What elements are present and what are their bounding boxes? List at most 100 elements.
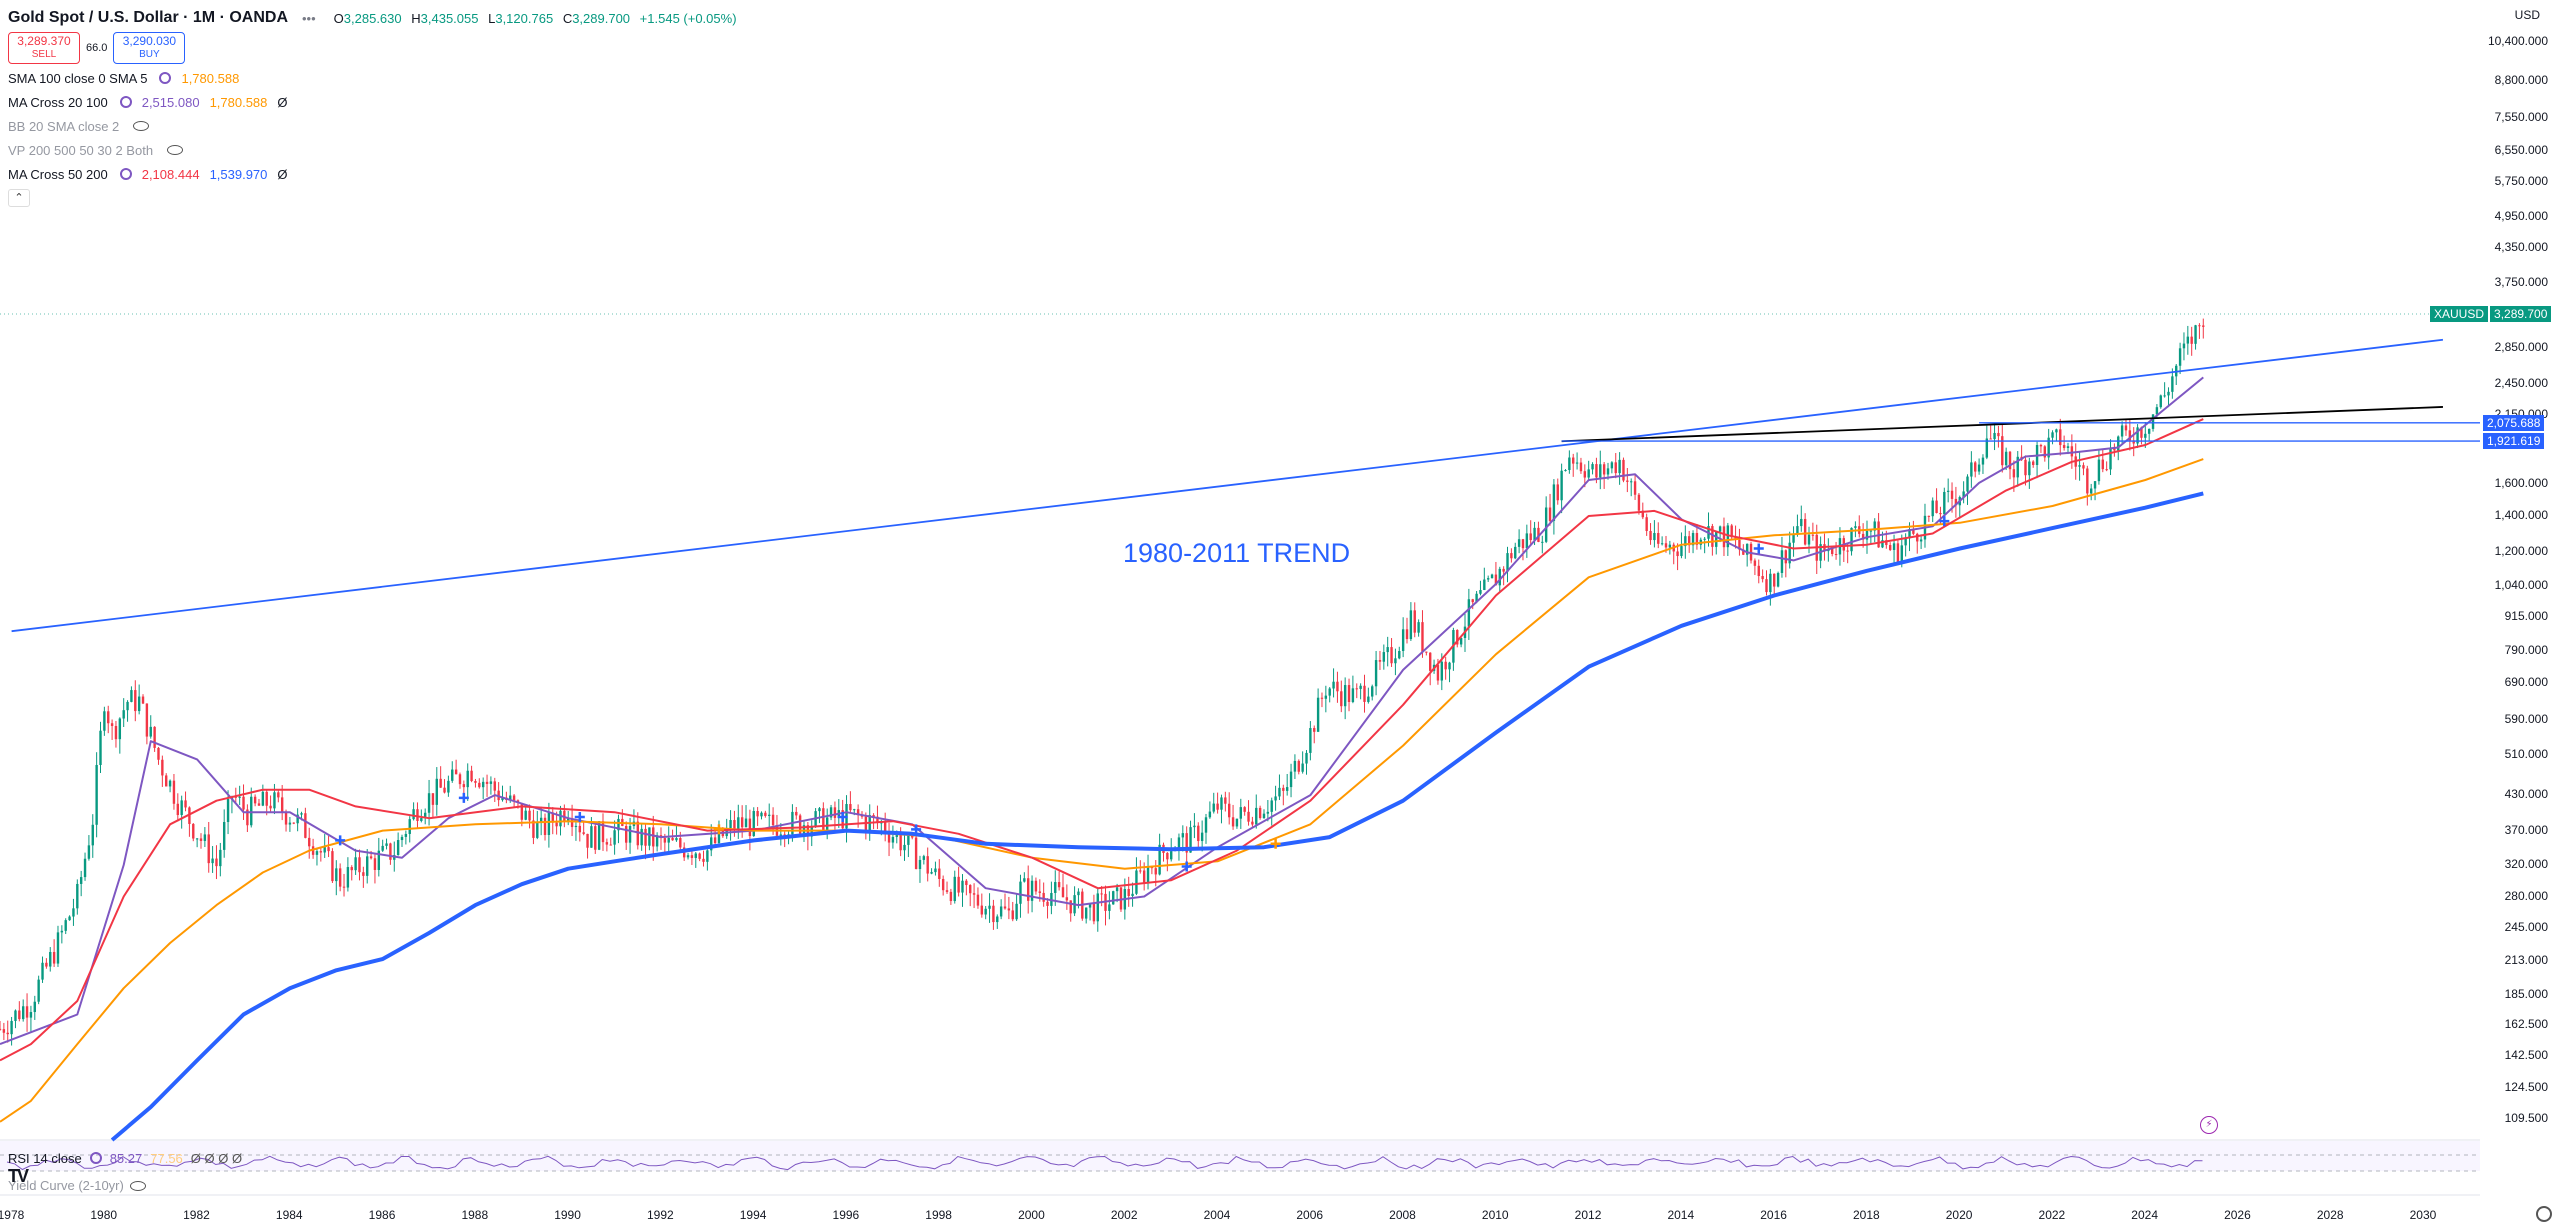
sell-button[interactable]: 3,289.370 SELL [8, 32, 80, 64]
price-tick-label[interactable]: 320.000 [2504, 856, 2548, 871]
hidden-eye-icon[interactable] [133, 121, 150, 131]
price-tick-label[interactable]: 124.500 [2504, 1080, 2548, 1095]
pane-separator [0, 1139, 2480, 1196]
time-tick-label[interactable]: 2002 [1110, 1208, 1138, 1222]
price-tick-label[interactable]: 10,400.000 [2487, 33, 2548, 48]
indicator-row[interactable]: BB 20 SMA close 2 [8, 114, 743, 138]
candle-body [165, 775, 168, 787]
price-tick-label[interactable]: 162.500 [2504, 1017, 2548, 1032]
candle-body [412, 809, 415, 820]
time-tick-label[interactable]: 2030 [2409, 1208, 2437, 1222]
candle-body [1579, 462, 1583, 472]
time-tick-label[interactable]: 2008 [1389, 1208, 1416, 1222]
time-tick-label[interactable]: 1980 [90, 1208, 118, 1222]
price-tick-label[interactable]: 245.000 [2504, 920, 2548, 935]
time-tick-label[interactable]: 1982 [183, 1208, 210, 1222]
trendlines[interactable] [0, 313, 2480, 633]
time-tick-label[interactable]: 1986 [368, 1208, 396, 1222]
candle-body [1003, 906, 1007, 909]
hidden-eye-icon[interactable] [167, 145, 184, 155]
trend-annotation[interactable]: 1980-2011 TREND [1123, 538, 1351, 568]
candle-body [829, 807, 833, 818]
price-tick-label[interactable]: 280.000 [2504, 888, 2548, 903]
settings-icon[interactable] [2536, 1206, 2552, 1222]
indicator-row[interactable]: VP 200 500 50 30 2 Both [8, 138, 743, 162]
collapse-legend-button[interactable]: ⌃ [8, 189, 30, 207]
candle-body [1119, 887, 1123, 910]
rsi-settings-icon[interactable] [89, 1152, 102, 1164]
time-tick-label[interactable]: 2022 [2038, 1208, 2066, 1222]
time-tick-label[interactable]: 2024 [2131, 1208, 2158, 1222]
more-icon[interactable]: ••• [302, 10, 316, 26]
time-tick-label[interactable]: 2026 [2224, 1208, 2251, 1222]
price-tick-label[interactable]: 4,350.000 [2494, 239, 2548, 254]
candle-body [1490, 574, 1494, 579]
yield-curve-name[interactable]: Yield Curve (2-10yr) [8, 1178, 124, 1193]
price-tick-label[interactable]: 5,750.000 [2494, 173, 2548, 188]
time-tick-label[interactable]: 2014 [1667, 1208, 1695, 1222]
time-tick-label[interactable]: 1992 [646, 1208, 674, 1222]
candle-body [555, 822, 558, 827]
candle-body [899, 834, 902, 851]
currency-label[interactable]: USD [2514, 8, 2540, 22]
time-tick-label[interactable]: 1978 [0, 1208, 25, 1222]
price-tick-label[interactable]: 510.000 [2504, 746, 2548, 761]
indicator-settings-icon[interactable] [119, 96, 132, 108]
time-tick-label[interactable]: 1994 [739, 1208, 767, 1222]
price-tick-label[interactable]: 6,550.000 [2494, 143, 2548, 158]
price-tick-label[interactable]: 370.000 [2504, 822, 2548, 837]
price-tick-label[interactable]: 590.000 [2504, 712, 2548, 727]
price-tick-label[interactable]: 1,200.000 [2494, 544, 2548, 559]
price-tick-label[interactable]: 1,600.000 [2494, 476, 2548, 491]
price-tick-label[interactable]: 4,950.000 [2494, 209, 2548, 224]
candle-body [215, 858, 218, 867]
time-tick-label[interactable]: 2028 [2316, 1208, 2344, 1222]
alert-icon[interactable]: ⚡ [2200, 1116, 2218, 1134]
indicator-settings-icon[interactable] [159, 72, 172, 84]
price-tick-label[interactable]: 109.500 [2504, 1110, 2548, 1125]
time-tick-label[interactable]: 1996 [832, 1208, 860, 1222]
price-tick-label[interactable]: 690.000 [2504, 675, 2548, 690]
price-tick-label[interactable]: 430.000 [2504, 787, 2548, 802]
price-tick-label[interactable]: 2,450.000 [2494, 375, 2548, 390]
price-tick-label[interactable]: 1,400.000 [2494, 507, 2548, 522]
rsi-name[interactable]: RSI 14 close [8, 1150, 82, 1166]
candle-body [192, 823, 195, 839]
time-tick-label[interactable]: 1990 [554, 1208, 581, 1222]
time-tick-label[interactable]: 2000 [1018, 1208, 1045, 1222]
trendline[interactable] [11, 338, 2444, 633]
candle-body [1019, 881, 1022, 904]
time-tick-label[interactable]: 1988 [461, 1208, 489, 1222]
time-tick-label[interactable]: 2016 [1760, 1208, 1787, 1222]
price-tick-label[interactable]: 3,750.000 [2494, 274, 2548, 289]
visibility-eye-icon[interactable] [129, 1180, 146, 1191]
time-tick-label[interactable]: 2018 [1852, 1208, 1880, 1222]
time-tick-label[interactable]: 2006 [1296, 1208, 1324, 1222]
candle-body [1069, 900, 1072, 914]
time-tick-label[interactable]: 1984 [275, 1208, 303, 1222]
time-tick-label[interactable]: 2012 [1574, 1208, 1602, 1222]
indicator-row[interactable]: SMA 100 close 0 SMA 5 1,780.588 [8, 66, 743, 90]
time-tick-label[interactable]: 2010 [1481, 1208, 1509, 1222]
trendline[interactable] [1561, 406, 2443, 443]
indicator-row[interactable]: MA Cross 20 100 2,515.080 1,780.588 Ø [8, 90, 743, 114]
price-tick-label[interactable]: 1,040.000 [2494, 578, 2548, 593]
price-tick-label[interactable]: 185.000 [2504, 986, 2548, 1001]
time-tick-label[interactable]: 2020 [1945, 1208, 1973, 1222]
time-tick-label[interactable]: 2004 [1203, 1208, 1231, 1222]
price-tick-label[interactable]: 790.000 [2504, 643, 2548, 658]
price-tick-label[interactable]: 142.500 [2504, 1048, 2548, 1063]
indicator-settings-icon[interactable] [119, 168, 132, 180]
indicator-row[interactable]: MA Cross 50 200 2,108.444 1,539.970 Ø [8, 162, 743, 186]
candle-body [996, 916, 999, 923]
buy-button[interactable]: 3,290.030 BUY [113, 32, 186, 64]
price-tick-label[interactable]: 915.000 [2504, 608, 2548, 623]
time-tick-label[interactable]: 1998 [925, 1208, 952, 1222]
price-tick-label[interactable]: 7,550.000 [2494, 109, 2548, 124]
symbol-title[interactable]: Gold Spot / U.S. Dollar · 1M · OANDA [8, 9, 288, 26]
price-tick-label[interactable]: 2,850.000 [2494, 339, 2548, 354]
price-tick-label[interactable]: 213.000 [2504, 953, 2548, 968]
price-tick-label[interactable]: 8,800.000 [2494, 73, 2548, 88]
candle-body [1421, 622, 1424, 652]
